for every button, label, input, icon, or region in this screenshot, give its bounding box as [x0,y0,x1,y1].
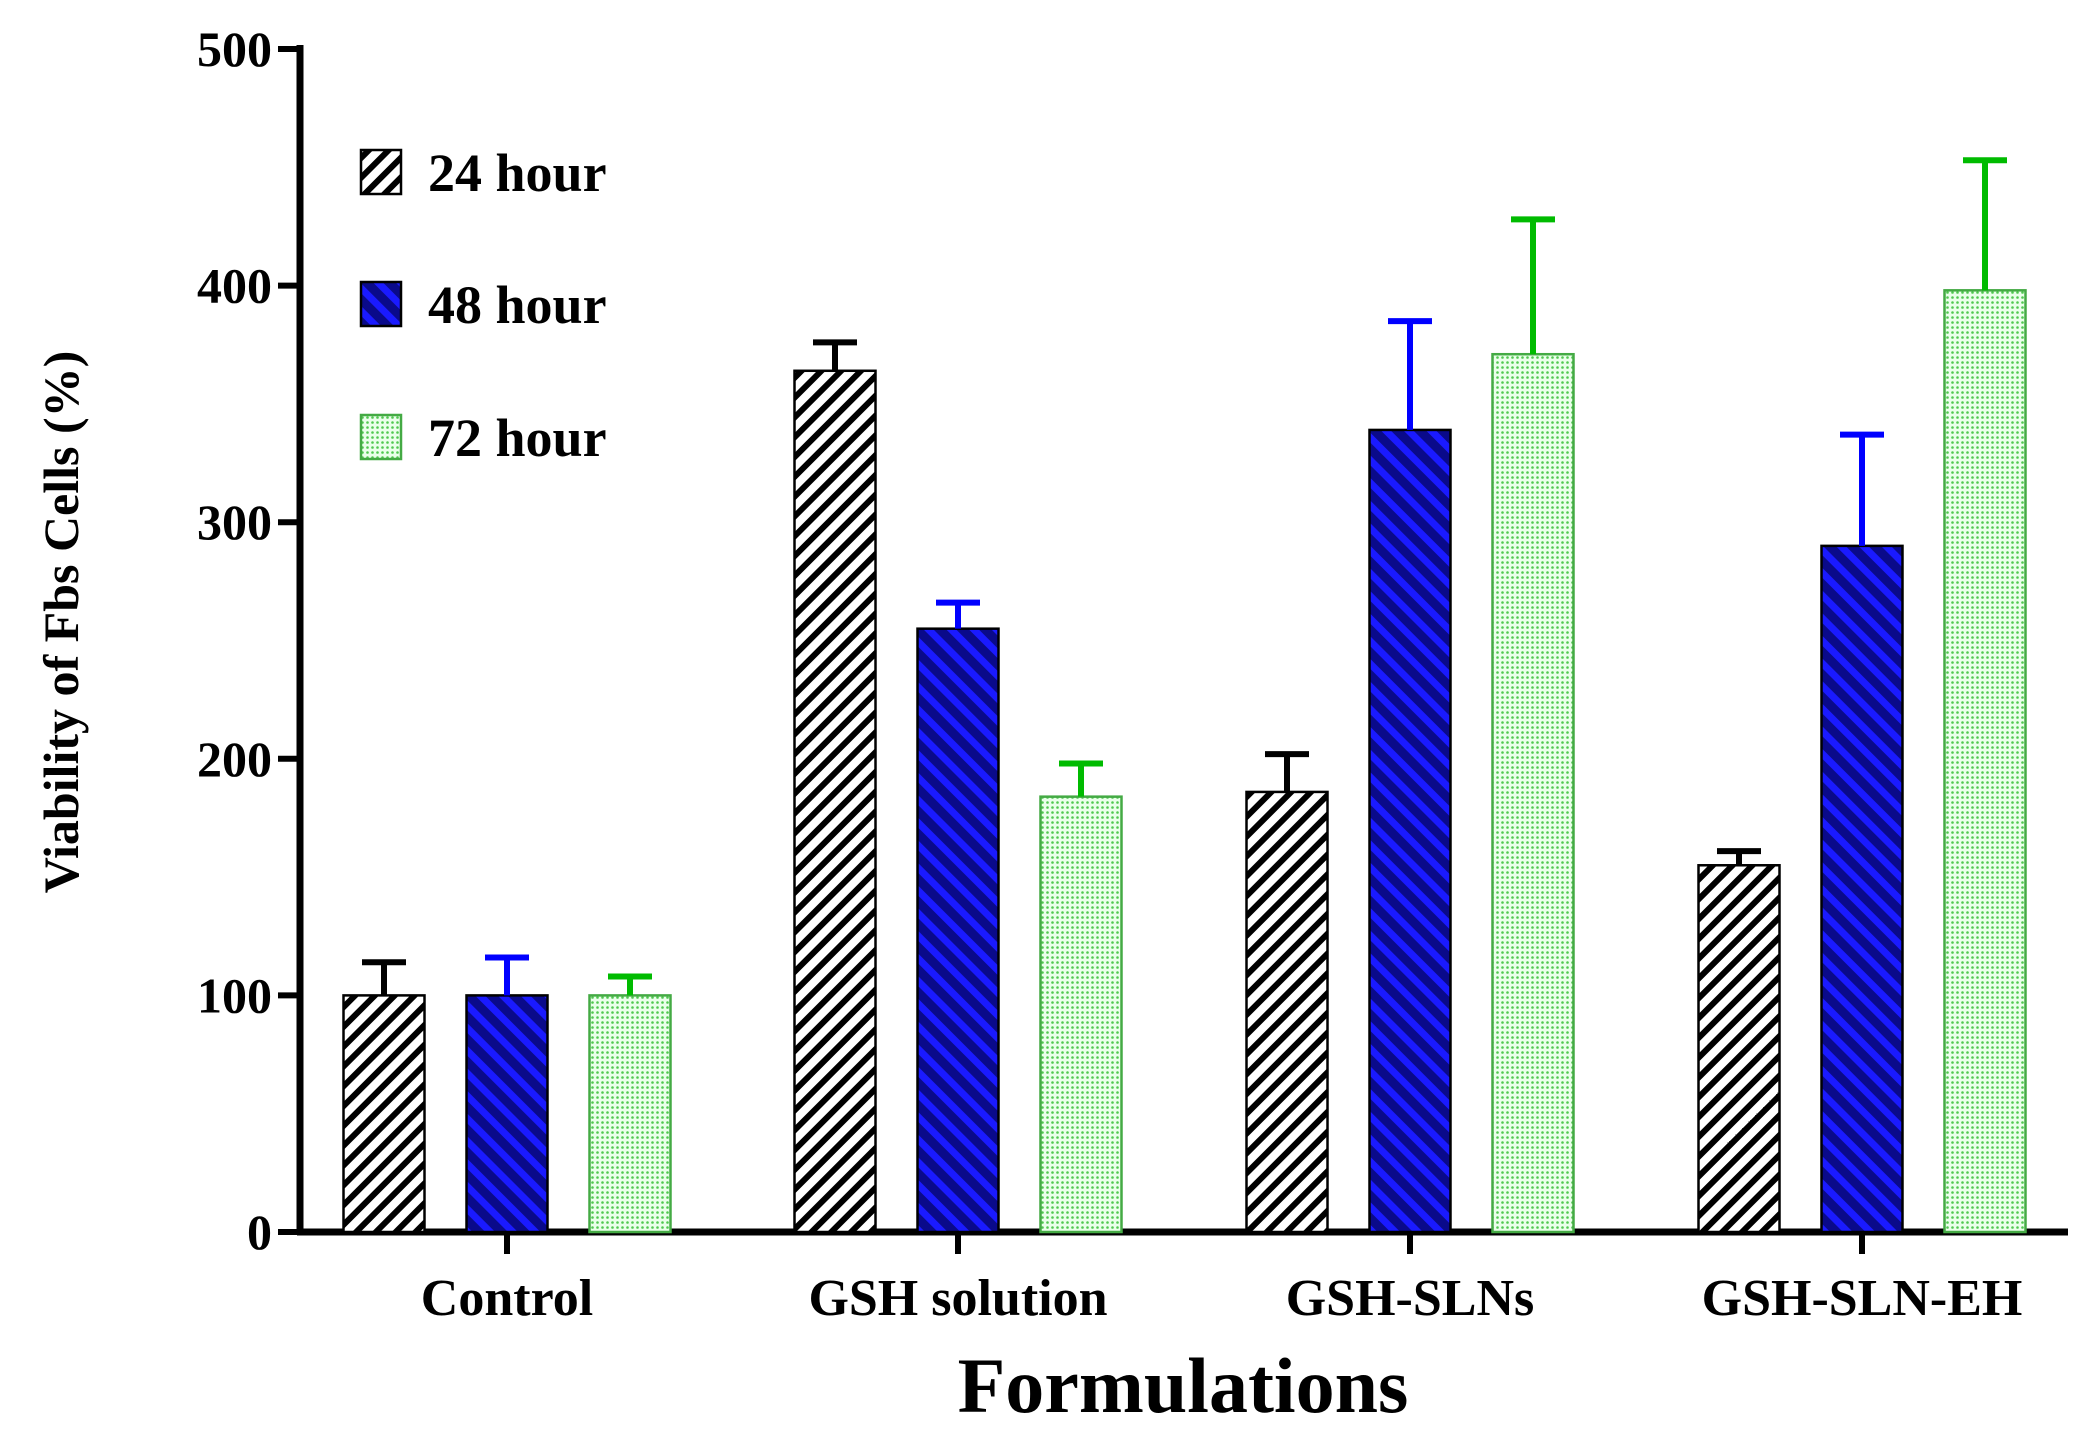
y-tick-label: 200 [197,731,272,787]
y-tick-label: 0 [247,1204,272,1260]
bar-48-hour-GSH-SLN-EH [1820,544,1904,1234]
bar-24-hour-Control [342,994,426,1234]
bar-24-hour-GSH-SLNs [1245,790,1329,1234]
y-tick-label: 400 [197,258,272,314]
tick-labels: 0 100 200 300 400 500 Control GSH solution GSH-S… [197,21,2022,1327]
bar-24-hour-GSH-SLN-EH [1697,864,1781,1234]
legend-swatch [359,280,403,328]
bar-48-hour-GSH-solution [916,627,1000,1234]
bar-24-hour-GSH-solution [793,369,877,1234]
bar-48-hour-GSH-SLNs [1368,428,1452,1234]
bar-48-hour-Control [465,994,549,1234]
bar-72-hour-GSH-solution [1039,795,1123,1234]
bar-72-hour-Control [588,994,672,1234]
legend: 24 hour 48 hour 72 hour [359,143,607,468]
y-tick-label: 500 [197,21,272,77]
x-tick-label: GSH solution [808,1270,1107,1327]
y-tick-label: 300 [197,494,272,550]
x-tick-label: GSH-SLN-EH [1702,1270,2023,1327]
legend-label: 24 hour [428,143,607,203]
bar-72-hour-GSH-SLNs [1491,352,1575,1234]
x-tick-label: Control [421,1270,593,1327]
bar-72-hour-GSH-SLN-EH [1943,289,2027,1234]
legend-swatch [359,413,403,461]
x-axis-title: Formulations [958,1342,1409,1429]
legend-label: 48 hour [428,275,607,335]
y-axis-title: Viability of Fbs Cells (%) [33,351,89,894]
y-tick-label: 100 [197,967,272,1023]
x-tick-label: GSH-SLNs [1286,1270,1535,1327]
legend-label: 72 hour [428,408,607,468]
legend-swatch [359,148,403,196]
bars [342,289,2027,1234]
error-bars [362,157,2007,996]
